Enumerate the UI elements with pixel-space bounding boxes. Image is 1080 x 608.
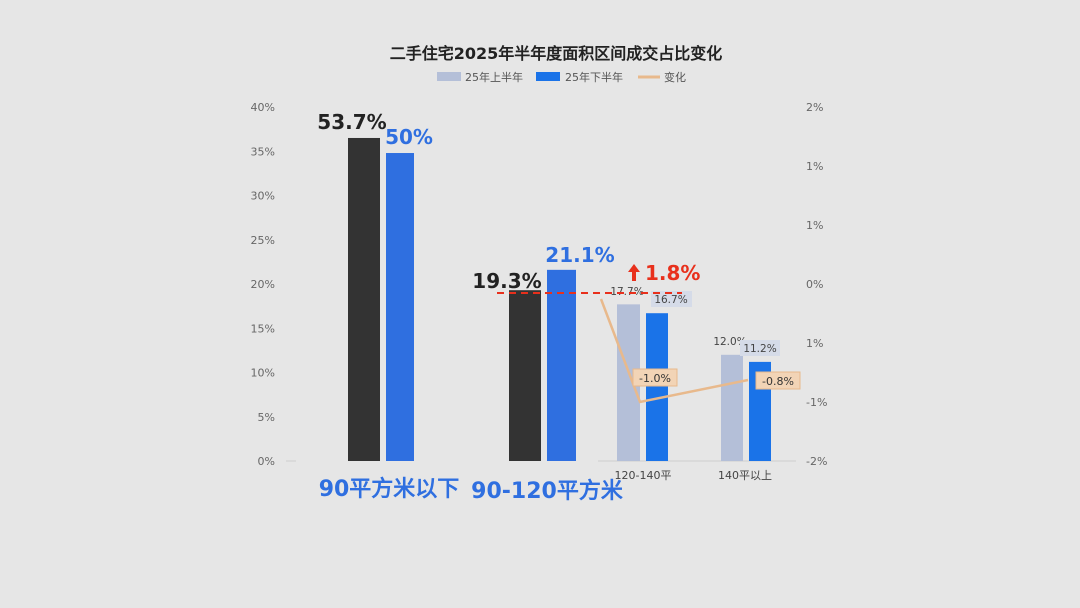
annotations: 53.7%50% 19.3%21.1% 17.7% 16.7% 12.0%11.2% -1… <box>317 110 801 504</box>
x-category-label: 90-120平方米 <box>471 478 624 504</box>
up-arrow-icon <box>628 264 640 281</box>
data-label: 19.3% <box>472 269 541 293</box>
data-label: 17.7% <box>610 286 643 298</box>
legend-swatch-0 <box>437 72 461 81</box>
bars <box>348 137 771 461</box>
y-left-tick: 10% <box>251 367 275 380</box>
data-label: 21.1% <box>545 243 614 267</box>
y-left-tick: 5% <box>258 411 275 424</box>
data-label: 12.0% <box>713 336 746 348</box>
change-annotation: 1.8% <box>645 261 700 285</box>
bar-90平方米以下-1 <box>386 153 414 461</box>
change-label-box <box>755 371 801 390</box>
data-label-bg <box>740 340 780 356</box>
y-right-tick: 2% <box>806 101 823 114</box>
bar-90-120平方米-1 <box>547 269 576 461</box>
y-right-tick: 0% <box>806 278 823 291</box>
legend-label-0: 25年上半年 <box>465 70 523 84</box>
data-label: 11.2% <box>743 343 776 355</box>
change-label: -1.0% <box>639 372 671 385</box>
y-left-tick: 40% <box>251 101 275 114</box>
chart-title: 二手住宅2025年半年度面积区间成交占比变化 <box>390 44 723 63</box>
data-label: 50% <box>385 125 433 149</box>
legend-label-1: 25年下半年 <box>565 70 623 84</box>
y-left-tick: 15% <box>251 322 275 335</box>
legend-label-2: 变化 <box>664 70 686 84</box>
y-left-tick: 30% <box>251 190 275 203</box>
x-category-label: 140平以上 <box>718 469 772 482</box>
change-label: -0.8% <box>762 375 794 388</box>
y-right-tick: 1% <box>806 337 823 350</box>
y-left-tick: 25% <box>251 234 275 247</box>
bar-120-140平-1 <box>646 313 668 461</box>
y-left-tick: 0% <box>258 455 275 468</box>
axes: 0% 5% 10% 15% 20% 25% 30% 35% 40% -2% -1% 1% 0% 1% 1% 2… <box>251 101 828 468</box>
data-label: 16.7% <box>654 294 687 306</box>
change-label-box <box>632 368 678 387</box>
data-label: 53.7% <box>317 110 386 134</box>
bar-120-140平-0 <box>617 304 640 461</box>
change-line <box>599 298 749 404</box>
y-right-tick: 1% <box>806 219 823 232</box>
x-category-label: 90平方米以下 <box>319 476 460 502</box>
legend: 25年上半年 25年下半年 变化 <box>437 70 686 84</box>
y-left-tick: 35% <box>251 145 275 158</box>
legend-swatch-1 <box>536 72 560 81</box>
y-right-tick: -1% <box>806 396 827 409</box>
bar-90-120平方米-0 <box>509 290 541 461</box>
y-right-tick: 1% <box>806 160 823 173</box>
x-category-label: 120-140平 <box>615 469 672 482</box>
y-left-tick: 20% <box>251 278 275 291</box>
bar-140平以上-0 <box>721 354 743 461</box>
bar-90平方米以下-0 <box>348 137 380 461</box>
y-right-tick: -2% <box>806 455 827 468</box>
data-label-bg <box>651 291 692 307</box>
